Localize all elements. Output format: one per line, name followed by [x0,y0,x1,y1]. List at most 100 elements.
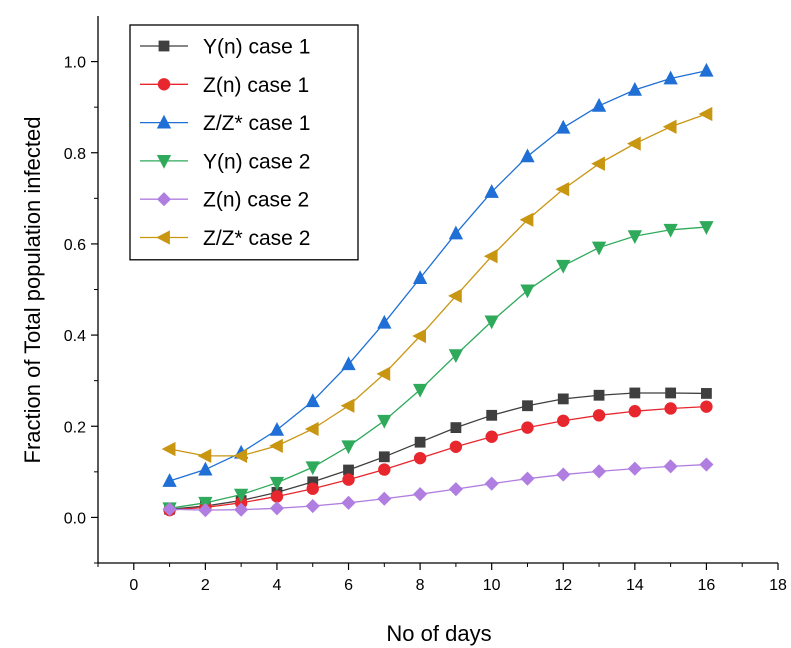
data-point [233,488,249,503]
data-point [304,421,319,437]
data-point [701,388,712,399]
data-point [377,314,392,329]
legend-item: Z/Z* case 2 [140,227,310,250]
y-tick-label: 1.0 [64,55,86,72]
data-point [412,270,428,285]
data-point [306,482,319,495]
x-tick-label: 12 [554,577,572,594]
data-point [484,315,499,330]
data-point [627,461,642,476]
y-tick-label: 0.6 [64,237,86,254]
data-point [700,400,713,413]
data-point [412,328,427,344]
data-point [520,284,535,299]
data-point [665,387,677,399]
series-layer [161,62,714,518]
data-point [555,182,570,197]
data-point [162,473,177,487]
data-point [449,440,463,453]
data-point [378,463,391,476]
data-point [448,482,463,497]
data-point [663,223,678,238]
data-point [341,440,356,455]
legend-item: Z(n) case 1 [140,74,309,97]
data-point [197,448,212,464]
x-tick-label: 14 [626,577,644,594]
data-point [591,97,607,112]
series-line [169,406,707,511]
data-point [305,498,320,514]
data-point [376,366,391,381]
data-point [592,409,606,422]
series-line [169,113,707,457]
data-point [484,184,499,198]
legend-marker [156,154,172,169]
data-point [628,405,642,418]
y-tick-label: 0.0 [64,510,86,527]
data-point [305,393,320,408]
legend-item: Y(n) case 1 [140,36,310,59]
legend-label: Z/Z* case 2 [203,227,310,250]
data-point [305,461,320,476]
data-point [483,249,498,264]
series-6 [161,106,713,464]
series-3 [162,62,714,487]
legend-marker [156,114,172,129]
legend-label: Z/Z* case 1 [203,112,310,135]
x-tick-label: 4 [272,577,281,594]
data-point [162,502,177,517]
data-point [161,441,176,457]
y-axis-title: Fraction of Total population infected [20,117,45,464]
data-point [520,148,535,163]
data-point [269,422,285,436]
data-point [699,62,714,77]
series-line [169,70,707,482]
x-tick-label: 16 [698,577,716,594]
data-point [593,389,605,401]
series-4 [162,221,714,517]
data-point [413,487,428,502]
data-point [521,421,534,434]
x-tick-label: 6 [344,577,353,594]
data-point [627,81,643,96]
legend-label: Z(n) case 1 [203,74,309,97]
data-point [269,476,285,491]
data-point [663,70,678,85]
series-5 [162,457,714,518]
data-point [413,451,427,465]
data-point [629,387,641,399]
data-point [448,349,464,364]
data-point [591,241,607,256]
data-point [699,457,714,472]
legend-label: Y(n) case 1 [203,36,310,59]
data-point [412,383,428,398]
data-point [234,502,249,517]
series-line [169,392,707,510]
x-tick-label: 18 [769,577,787,594]
data-point [522,400,533,412]
series-line [169,226,707,509]
legend-label: Z(n) case 2 [203,189,309,212]
data-point [663,459,678,474]
data-point [556,119,571,134]
data-point [484,476,499,491]
data-point [557,393,569,405]
data-point [591,464,607,479]
data-point [341,356,356,371]
data-point [448,225,464,240]
data-point [198,503,213,518]
data-point [519,212,534,227]
y-tick-label: 0.4 [64,328,86,345]
data-point [450,422,462,434]
legend: Y(n) case 1 Z(n) case 1 Z/Z* case 1 Y(n) ca… [129,24,359,261]
axes: 0 2 4 6 8 10 12 14 16 18 0.0 0.2 0.4 0.6 0.8 1.0 [64,16,787,594]
data-point [378,451,390,463]
data-point [233,448,248,464]
data-point [448,288,462,304]
data-point [270,490,284,503]
data-point [269,501,285,516]
data-point [342,473,355,486]
x-tick-label: 2 [201,577,210,594]
legend-marker [158,40,170,52]
legend-marker [156,230,170,245]
